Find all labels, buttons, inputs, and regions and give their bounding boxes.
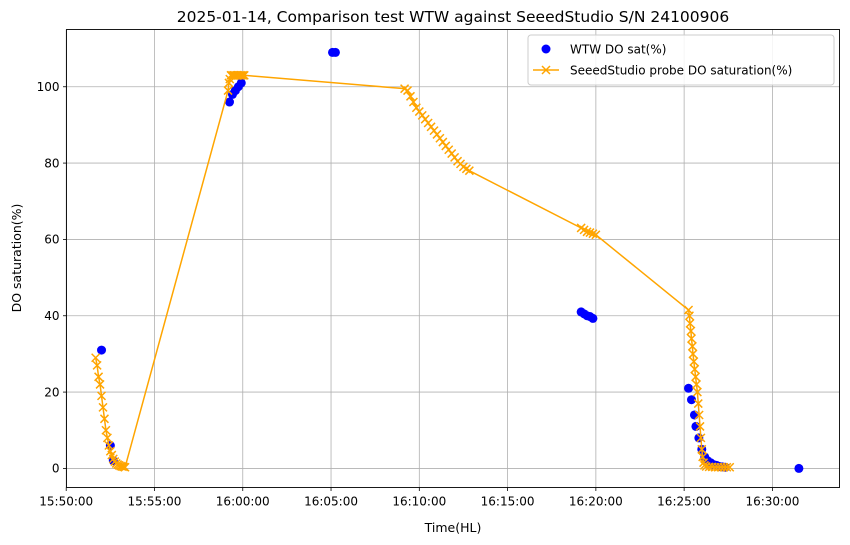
data-point-wtw xyxy=(684,383,694,393)
data-point-seeedstudio xyxy=(239,70,249,80)
data-point-seeedstudio xyxy=(94,372,104,382)
x-axis: 15:50:00 15:55:00 16:00:00 16:05:00 16:10:00… xyxy=(39,487,799,509)
x-tick-label: 15:50:00 xyxy=(39,495,93,509)
series-seeedstudio xyxy=(91,70,735,472)
data-point-seeedstudio xyxy=(92,360,102,370)
data-point-seeedstudio xyxy=(699,458,709,468)
data-point-seeedstudio xyxy=(119,462,129,472)
data-point-seeedstudio xyxy=(99,414,109,424)
data-point-seeedstudio xyxy=(689,357,699,367)
legend-box xyxy=(527,34,835,86)
data-point-wtw xyxy=(225,97,235,107)
legend: WTW DO sat(%) SeeedStudio probe DO satur… xyxy=(527,34,835,86)
data-point-seeedstudio xyxy=(238,70,248,80)
data-point-seeedstudio xyxy=(686,334,697,344)
data-point-seeedstudio xyxy=(101,425,111,435)
data-point-seeedstudio xyxy=(582,227,592,237)
data-point-seeedstudio xyxy=(691,372,701,382)
data-point-wtw xyxy=(794,463,804,473)
y-tick-label: 80 xyxy=(44,156,59,170)
plot-area xyxy=(91,47,804,473)
data-point-seeedstudio xyxy=(117,461,127,472)
data-point-seeedstudio xyxy=(588,229,598,239)
data-point-wtw xyxy=(689,410,699,420)
data-point-wtw xyxy=(694,433,704,443)
data-point-seeedstudio xyxy=(591,230,601,240)
data-point-seeedstudio xyxy=(403,86,413,96)
data-point-seeedstudio xyxy=(684,311,694,321)
data-point-seeedstudio xyxy=(236,70,246,80)
y-axis: 0 20 40 60 80 100 xyxy=(37,80,67,476)
data-point-wtw xyxy=(588,313,598,323)
data-point-seeedstudio xyxy=(223,86,233,96)
data-point-seeedstudio xyxy=(722,462,732,472)
data-point-seeedstudio xyxy=(408,97,418,107)
data-point-wtw xyxy=(686,395,696,405)
data-point-seeedstudio xyxy=(95,379,105,389)
data-point-seeedstudio xyxy=(686,326,696,336)
data-point-seeedstudio xyxy=(690,364,700,374)
data-point-wtw xyxy=(97,345,107,355)
x-tick-label: 16:05:00 xyxy=(304,495,358,509)
data-point-seeedstudio xyxy=(696,433,706,443)
data-point-seeedstudio xyxy=(91,353,101,363)
data-point-wtw xyxy=(330,47,340,57)
data-point-seeedstudio xyxy=(693,399,703,409)
legend-x-marker xyxy=(541,65,551,75)
data-point-seeedstudio xyxy=(725,462,735,472)
data-point-seeedstudio xyxy=(695,421,705,431)
x-tick-label: 15:55:00 xyxy=(128,495,182,509)
y-axis-label: DO saturation(%) xyxy=(9,204,24,313)
x-tick-label: 16:10:00 xyxy=(392,495,446,509)
data-point-seeedstudio xyxy=(102,433,112,443)
data-point-seeedstudio xyxy=(98,402,108,412)
data-point-seeedstudio xyxy=(585,228,595,238)
data-point-seeedstudio xyxy=(694,410,704,420)
data-point-seeedstudio xyxy=(104,440,114,451)
legend-marker-wtw xyxy=(541,44,551,54)
chart-title: 2025-01-14, Comparison test WTW against … xyxy=(177,8,730,26)
y-tick-label: 20 xyxy=(44,385,59,399)
data-point-seeedstudio xyxy=(685,318,695,328)
legend-label-wtw: WTW DO sat(%) xyxy=(570,43,666,57)
legend-label-seeedstudio: SeeedStudio probe DO saturation(%) xyxy=(570,64,792,78)
x-tick-label: 16:25:00 xyxy=(657,495,711,509)
data-point-seeedstudio xyxy=(464,166,474,176)
data-point-seeedstudio xyxy=(687,341,697,351)
x-tick-label: 16:30:00 xyxy=(745,495,799,509)
x-tick-label: 16:20:00 xyxy=(569,495,623,509)
x-axis-label: Time(HL) xyxy=(424,520,482,535)
y-tick-label: 40 xyxy=(44,309,59,323)
data-point-seeedstudio xyxy=(697,444,707,454)
x-tick-label: 16:00:00 xyxy=(216,495,270,509)
plot-frame xyxy=(66,29,840,488)
data-point-seeedstudio xyxy=(692,387,702,397)
y-tick-label: 100 xyxy=(37,80,60,94)
data-point-seeedstudio xyxy=(691,379,702,389)
data-point-seeedstudio xyxy=(688,349,698,359)
y-tick-label: 60 xyxy=(44,233,59,247)
data-point-seeedstudio xyxy=(96,391,107,401)
y-tick-label: 0 xyxy=(52,462,60,476)
data-point-seeedstudio xyxy=(120,462,130,472)
legend-marker-seeedstudio xyxy=(533,65,559,75)
data-point-wtw xyxy=(236,78,246,88)
x-tick-label: 16:15:00 xyxy=(481,495,535,509)
data-point-seeedstudio xyxy=(405,91,416,101)
